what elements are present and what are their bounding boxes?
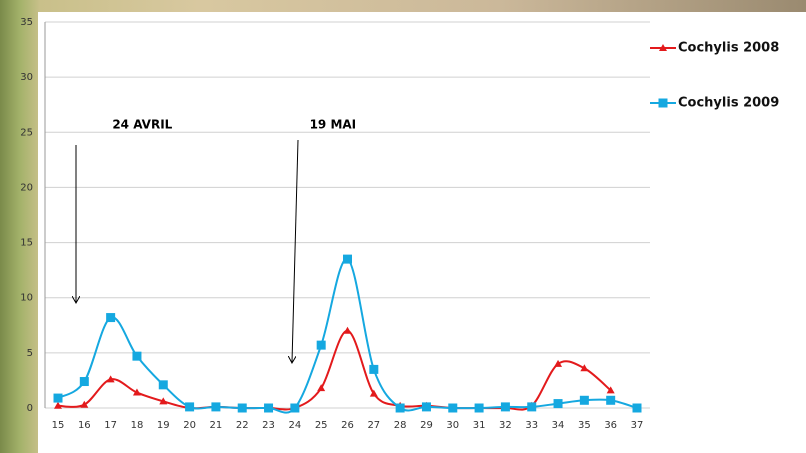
annotation: 24 AVRIL bbox=[112, 118, 172, 132]
marker bbox=[80, 400, 89, 408]
marker bbox=[317, 384, 326, 392]
y-tick-label: 5 bbox=[27, 348, 33, 359]
marker bbox=[474, 403, 484, 413]
marker bbox=[343, 326, 352, 334]
y-tick-label: 20 bbox=[20, 182, 33, 193]
x-tick-label: 28 bbox=[394, 420, 407, 431]
marker bbox=[158, 380, 168, 390]
x-tick-label: 31 bbox=[473, 420, 486, 431]
marker bbox=[606, 395, 616, 405]
marker bbox=[132, 351, 142, 361]
marker bbox=[606, 386, 615, 394]
marker bbox=[580, 364, 589, 372]
marker bbox=[132, 388, 141, 396]
marker bbox=[106, 313, 116, 323]
marker bbox=[527, 402, 537, 412]
x-tick-label: 35 bbox=[578, 420, 591, 431]
x-tick-label: 18 bbox=[131, 420, 144, 431]
x-tick-label: 25 bbox=[315, 420, 328, 431]
x-tick-label: 37 bbox=[631, 420, 644, 431]
x-tick-label: 27 bbox=[367, 420, 380, 431]
x-tick-label: 22 bbox=[236, 420, 249, 431]
marker bbox=[369, 364, 379, 374]
y-tick-label: 30 bbox=[20, 72, 33, 83]
x-tick-label: 17 bbox=[104, 420, 117, 431]
x-tick-label: 33 bbox=[525, 420, 538, 431]
marker bbox=[211, 402, 221, 412]
y-tick-label: 10 bbox=[20, 293, 33, 304]
marker bbox=[500, 402, 510, 412]
y-tick-label: 25 bbox=[20, 127, 33, 138]
annotation-arrow bbox=[292, 139, 299, 362]
x-tick-label: 26 bbox=[341, 420, 354, 431]
legend-label: Cochylis 2008 bbox=[678, 41, 779, 56]
marker bbox=[448, 403, 458, 413]
series-line bbox=[57, 329, 612, 411]
y-tick-label: 15 bbox=[20, 238, 33, 249]
marker bbox=[579, 395, 589, 405]
x-tick-label: 21 bbox=[210, 420, 223, 431]
marker bbox=[53, 393, 63, 403]
x-tick-label: 19 bbox=[157, 420, 170, 431]
legend-label: Cochylis 2009 bbox=[678, 96, 779, 111]
chart-background bbox=[38, 12, 806, 453]
legend-marker bbox=[658, 98, 668, 108]
y-tick-label: 35 bbox=[20, 17, 33, 28]
marker bbox=[54, 401, 62, 409]
marker bbox=[264, 403, 274, 413]
x-tick-label: 24 bbox=[288, 420, 301, 431]
x-tick-label: 16 bbox=[78, 420, 91, 431]
marker bbox=[369, 389, 378, 397]
legend-marker bbox=[659, 44, 667, 51]
marker bbox=[79, 377, 89, 387]
marker bbox=[632, 403, 642, 413]
x-tick-label: 36 bbox=[604, 420, 617, 431]
x-tick-label: 15 bbox=[52, 420, 65, 431]
marker bbox=[316, 340, 326, 350]
marker bbox=[553, 399, 563, 409]
marker bbox=[343, 254, 352, 264]
x-tick-label: 32 bbox=[499, 420, 512, 431]
annotation: 19 MAI bbox=[310, 118, 357, 132]
marker bbox=[106, 375, 115, 383]
marker bbox=[290, 403, 300, 413]
marker bbox=[237, 403, 247, 413]
marker bbox=[421, 402, 431, 412]
y-tick-label: 0 bbox=[27, 403, 33, 414]
x-tick-label: 23 bbox=[262, 420, 275, 431]
x-tick-label: 29 bbox=[420, 420, 433, 431]
x-tick-label: 34 bbox=[552, 420, 565, 431]
marker bbox=[185, 402, 195, 412]
x-tick-label: 20 bbox=[183, 420, 196, 431]
marker bbox=[395, 403, 405, 413]
marker bbox=[554, 359, 563, 367]
x-tick-label: 30 bbox=[446, 420, 459, 431]
marker bbox=[159, 397, 168, 405]
